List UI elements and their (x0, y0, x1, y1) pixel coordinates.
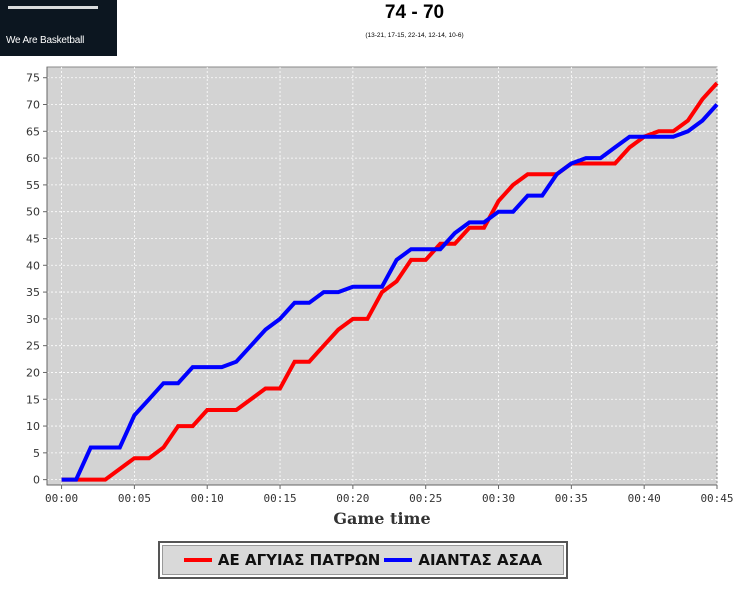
legend-label-team-b: ΑΙΑΝΤΑΣ ΑΣΑΑ (418, 551, 543, 569)
x-tick-label: 00:05 (118, 492, 151, 505)
legend-item-team-a: ΑΕ ΑΓΥΙΑΣ ΠΑΤΡΩΝ (183, 551, 381, 569)
x-tick-label: 00:40 (628, 492, 661, 505)
y-tick-label: 55 (26, 179, 40, 192)
y-tick-label: 75 (26, 72, 40, 85)
y-tick-label: 15 (26, 393, 40, 406)
y-tick-label: 65 (26, 125, 40, 138)
y-tick-label: 70 (26, 99, 40, 112)
y-tick-label: 30 (26, 313, 40, 326)
x-tick-label: 00:10 (191, 492, 224, 505)
y-tick-label: 60 (26, 152, 40, 165)
y-tick-label: 45 (26, 232, 40, 245)
x-tick-label: 00:35 (555, 492, 588, 505)
y-tick-label: 50 (26, 206, 40, 219)
legend-item-team-b: ΑΙΑΝΤΑΣ ΑΣΑΑ (384, 551, 542, 569)
x-tick-label: 00:15 (263, 492, 296, 505)
plot-area (46, 66, 718, 486)
legend-swatch-team-b (384, 558, 413, 562)
chart-legend: ΑΕ ΑΓΥΙΑΣ ΠΑΤΡΩΝ ΑΙΑΝΤΑΣ ΑΣΑΑ (158, 541, 568, 579)
logo: We Are Basketball (0, 0, 117, 56)
x-tick-label: 00:30 (482, 492, 515, 505)
legend-label-team-a: ΑΕ ΑΓΥΙΑΣ ΠΑΤΡΩΝ (217, 551, 381, 569)
x-tick-label: 00:25 (409, 492, 442, 505)
y-tick-label: 5 (33, 447, 40, 460)
x-tick-label: 00:45 (700, 492, 733, 505)
y-tick-label: 40 (26, 259, 40, 272)
series-line-team-a (61, 81, 719, 482)
y-tick-label: 0 (33, 474, 40, 487)
x-axis-title: Game time (333, 509, 430, 528)
x-tick-label: 00:00 (45, 492, 78, 505)
logo-tagline: We Are Basketball (6, 35, 85, 46)
x-tick-label: 00:20 (336, 492, 369, 505)
logo-mark (8, 0, 98, 9)
period-scores: (13-21, 17-15, 22-14, 12-14, 10-6) (365, 32, 464, 39)
y-tick-label: 10 (26, 420, 40, 433)
legend-swatch-team-a (183, 558, 212, 562)
y-tick-label: 35 (26, 286, 40, 299)
y-tick-label: 25 (26, 340, 40, 353)
y-tick-label: 20 (26, 366, 40, 379)
series-line-team-b (61, 103, 719, 482)
score-title: 74 - 70 (384, 2, 445, 23)
legend-body: ΑΕ ΑΓΥΙΑΣ ΠΑΤΡΩΝ ΑΙΑΝΤΑΣ ΑΣΑΑ (162, 545, 564, 575)
